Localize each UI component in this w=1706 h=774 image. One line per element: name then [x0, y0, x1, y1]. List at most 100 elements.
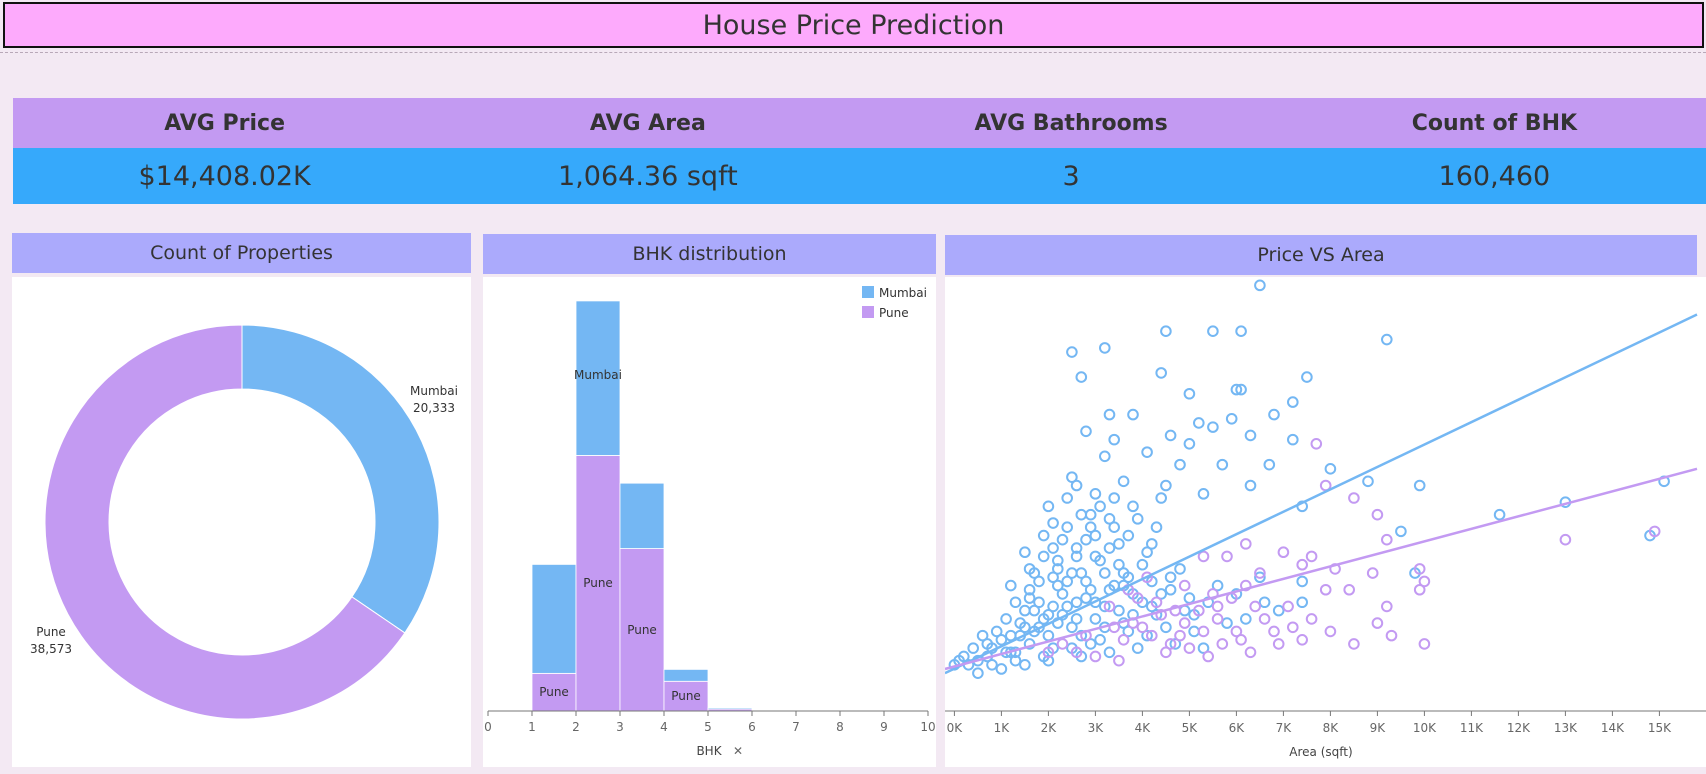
x-tick-label: 13K: [1554, 721, 1578, 735]
point-pune: [1240, 538, 1252, 550]
kpi-value-avg-bathrooms: 3: [1062, 160, 1080, 192]
point-mumbai: [1089, 613, 1102, 625]
point-mumbai: [1131, 513, 1144, 525]
point-mumbai: [1211, 579, 1224, 592]
point-mumbai: [1296, 575, 1309, 588]
point-mumbai: [1089, 488, 1102, 500]
point-mumbai: [1244, 429, 1257, 442]
point-mumbai: [1169, 638, 1182, 650]
point-mumbai: [1155, 492, 1167, 504]
point-pune: [1418, 638, 1431, 650]
x-tick-label: 11K: [1460, 721, 1484, 735]
point-pune: [1296, 633, 1309, 646]
x-tick-label: 4K: [1135, 721, 1152, 735]
point-pune: [1319, 583, 1332, 596]
point-mumbai: [1301, 371, 1313, 383]
point-mumbai: [1254, 571, 1266, 584]
point-mumbai: [1023, 583, 1036, 596]
donut-label-value: 20,333: [413, 401, 455, 415]
point-mumbai: [1296, 596, 1309, 609]
legend-label: Pune: [879, 306, 909, 320]
point-mumbai: [1113, 604, 1125, 617]
dashboard-title: House Price Prediction: [702, 9, 1005, 41]
x-tick-label: 2: [572, 720, 580, 734]
point-pune: [1310, 438, 1323, 450]
point-mumbai: [1047, 571, 1059, 584]
point-pune: [1070, 646, 1083, 659]
point-mumbai: [1019, 621, 1031, 634]
point-mumbai: [1052, 579, 1064, 592]
point-mumbai: [1141, 629, 1153, 642]
point-mumbai: [1146, 538, 1158, 550]
point-pune: [1240, 579, 1252, 592]
point-mumbai: [1080, 533, 1092, 546]
point-mumbai: [1164, 429, 1177, 442]
point-pune: [1324, 625, 1337, 638]
point-mumbai: [967, 642, 980, 654]
x-tick-label: 5: [704, 720, 712, 734]
bhk-panel-title: BHK distribution: [483, 234, 936, 274]
point-mumbai: [1037, 550, 1050, 563]
point-pune: [1559, 533, 1572, 546]
x-tick-label: 1: [528, 720, 536, 734]
point-mumbai: [1103, 513, 1116, 525]
point-pune: [1211, 600, 1224, 613]
point-pune: [1249, 600, 1262, 613]
x-tick-label: 7: [792, 720, 800, 734]
point-mumbai: [1094, 633, 1106, 646]
kpi-label-avg-area: AVG Area: [589, 110, 706, 136]
point-pune: [1089, 650, 1102, 663]
point-pune: [1272, 638, 1285, 650]
point-pune: [1413, 563, 1426, 575]
point-mumbai: [1103, 408, 1116, 421]
scatter-panel: 0K 1K 2K 3K 4K 5K 6K 7K 8K 9K 10K 11K 12K 13K 14K 15K Ar…: [944, 277, 1706, 767]
point-mumbai: [1113, 538, 1125, 550]
point-pune: [1221, 550, 1233, 563]
point-mumbai: [1075, 508, 1088, 521]
x-tick-label: 9: [880, 720, 888, 734]
donut-slice-pune: [44, 324, 406, 720]
x-tick-label: 0: [484, 720, 492, 734]
point-pune: [1211, 613, 1224, 625]
x-tick-label: 8: [836, 720, 844, 734]
point-mumbai: [1103, 646, 1116, 659]
point-mumbai: [1235, 383, 1247, 396]
point-pune: [1216, 638, 1229, 650]
point-mumbai: [1084, 583, 1097, 596]
point-pune: [1244, 646, 1257, 659]
point-mumbai: [1033, 596, 1045, 609]
point-mumbai: [1075, 567, 1088, 579]
point-mumbai: [1052, 554, 1064, 567]
point-pune: [1193, 604, 1205, 617]
point-mumbai: [1287, 396, 1299, 408]
x-tick-label: 10K: [1413, 721, 1437, 735]
x-tick-label: 6K: [1229, 721, 1246, 735]
point-mumbai: [990, 625, 1003, 638]
point-pune: [1235, 633, 1247, 646]
donut-label-value: 38,573: [30, 642, 72, 656]
point-mumbai: [1122, 571, 1135, 584]
point-pune: [1648, 525, 1661, 538]
x-tick-label: 8K: [1323, 721, 1340, 735]
x-tick-label: 3: [616, 720, 624, 734]
point-mumbai: [1268, 408, 1280, 421]
point-mumbai: [1061, 600, 1073, 613]
point-pune: [1371, 617, 1384, 629]
donut-label-name: Pune: [36, 625, 66, 639]
point-pune: [1136, 621, 1149, 634]
bar-label-pune: Pune: [539, 685, 569, 699]
point-mumbai: [1019, 604, 1031, 617]
point-mumbai: [1099, 342, 1111, 354]
point-mumbai: [1413, 479, 1426, 492]
point-pune: [1183, 642, 1196, 654]
point-mumbai: [1183, 592, 1196, 604]
point-mumbai: [1009, 596, 1022, 609]
point-mumbai: [1193, 417, 1205, 429]
point-mumbai: [1066, 621, 1078, 634]
x-tick-label: 15K: [1648, 721, 1672, 735]
point-mumbai: [1113, 558, 1125, 571]
bar-mumbai: [663, 668, 709, 682]
point-mumbai: [1061, 575, 1073, 588]
point-mumbai: [1103, 542, 1116, 554]
point-mumbai: [1033, 575, 1045, 588]
